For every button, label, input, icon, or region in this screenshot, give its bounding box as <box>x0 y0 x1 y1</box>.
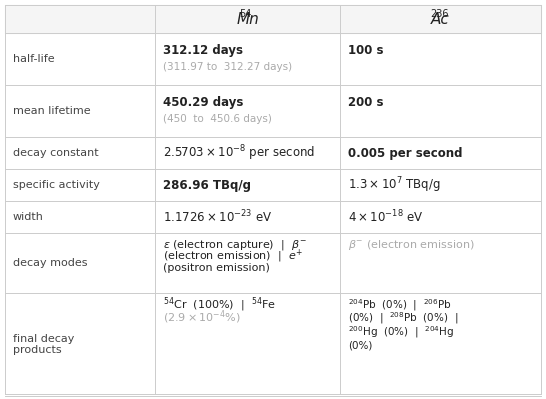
Text: $2.5703\times10^{-8}$ per second: $2.5703\times10^{-8}$ per second <box>163 143 315 163</box>
Text: width: width <box>13 212 44 222</box>
Text: $(2.9\times10^{-4}\%)$: $(2.9\times10^{-4}\%)$ <box>163 308 241 326</box>
Text: 0.005 per second: 0.005 per second <box>348 146 462 160</box>
Text: 450.29 days: 450.29 days <box>163 96 244 109</box>
Text: Mn: Mn <box>236 12 259 28</box>
Text: $^{200}$Hg  (0%)  |  $^{204}$Hg: $^{200}$Hg (0%) | $^{204}$Hg <box>348 324 454 340</box>
Text: $1.3\times10^{7}$ TBq/g: $1.3\times10^{7}$ TBq/g <box>348 175 441 195</box>
Text: mean lifetime: mean lifetime <box>13 106 91 116</box>
Text: (electron emission)  |  $e^{+}$: (electron emission) | $e^{+}$ <box>163 248 303 265</box>
Text: half-life: half-life <box>13 54 55 64</box>
Text: 236: 236 <box>430 9 449 19</box>
Text: decay modes: decay modes <box>13 258 87 268</box>
Text: (positron emission): (positron emission) <box>163 263 270 273</box>
Text: $^{54}$Cr  (100%)  |  $^{54}$Fe: $^{54}$Cr (100%) | $^{54}$Fe <box>163 296 276 314</box>
Text: 312.12 days: 312.12 days <box>163 43 243 57</box>
Text: $^{204}$Pb  (0%)  |  $^{206}$Pb: $^{204}$Pb (0%) | $^{206}$Pb <box>348 297 452 313</box>
Text: 100 s: 100 s <box>348 43 383 57</box>
Text: (0%): (0%) <box>348 340 372 350</box>
Text: (0%)  |  $^{208}$Pb  (0%)  |: (0%) | $^{208}$Pb (0%) | <box>348 310 458 326</box>
Text: $\beta^{-}$ (electron emission): $\beta^{-}$ (electron emission) <box>348 238 474 252</box>
Text: 286.96 TBq/g: 286.96 TBq/g <box>163 178 251 192</box>
Text: Ac: Ac <box>431 12 450 28</box>
Text: (311.97 to  312.27 days): (311.97 to 312.27 days) <box>163 62 292 72</box>
Text: final decay
products: final decay products <box>13 334 74 355</box>
Text: $4\times10^{-18}$ eV: $4\times10^{-18}$ eV <box>348 209 424 225</box>
Text: 54: 54 <box>240 9 252 19</box>
Text: $1.1726\times10^{-23}$ eV: $1.1726\times10^{-23}$ eV <box>163 209 272 225</box>
Text: (450  to  450.6 days): (450 to 450.6 days) <box>163 114 272 124</box>
Text: decay constant: decay constant <box>13 148 99 158</box>
Text: 200 s: 200 s <box>348 96 383 109</box>
Text: $\epsilon$ (electron capture)  |  $\beta^{-}$: $\epsilon$ (electron capture) | $\beta^{… <box>163 238 307 252</box>
Text: specific activity: specific activity <box>13 180 100 190</box>
